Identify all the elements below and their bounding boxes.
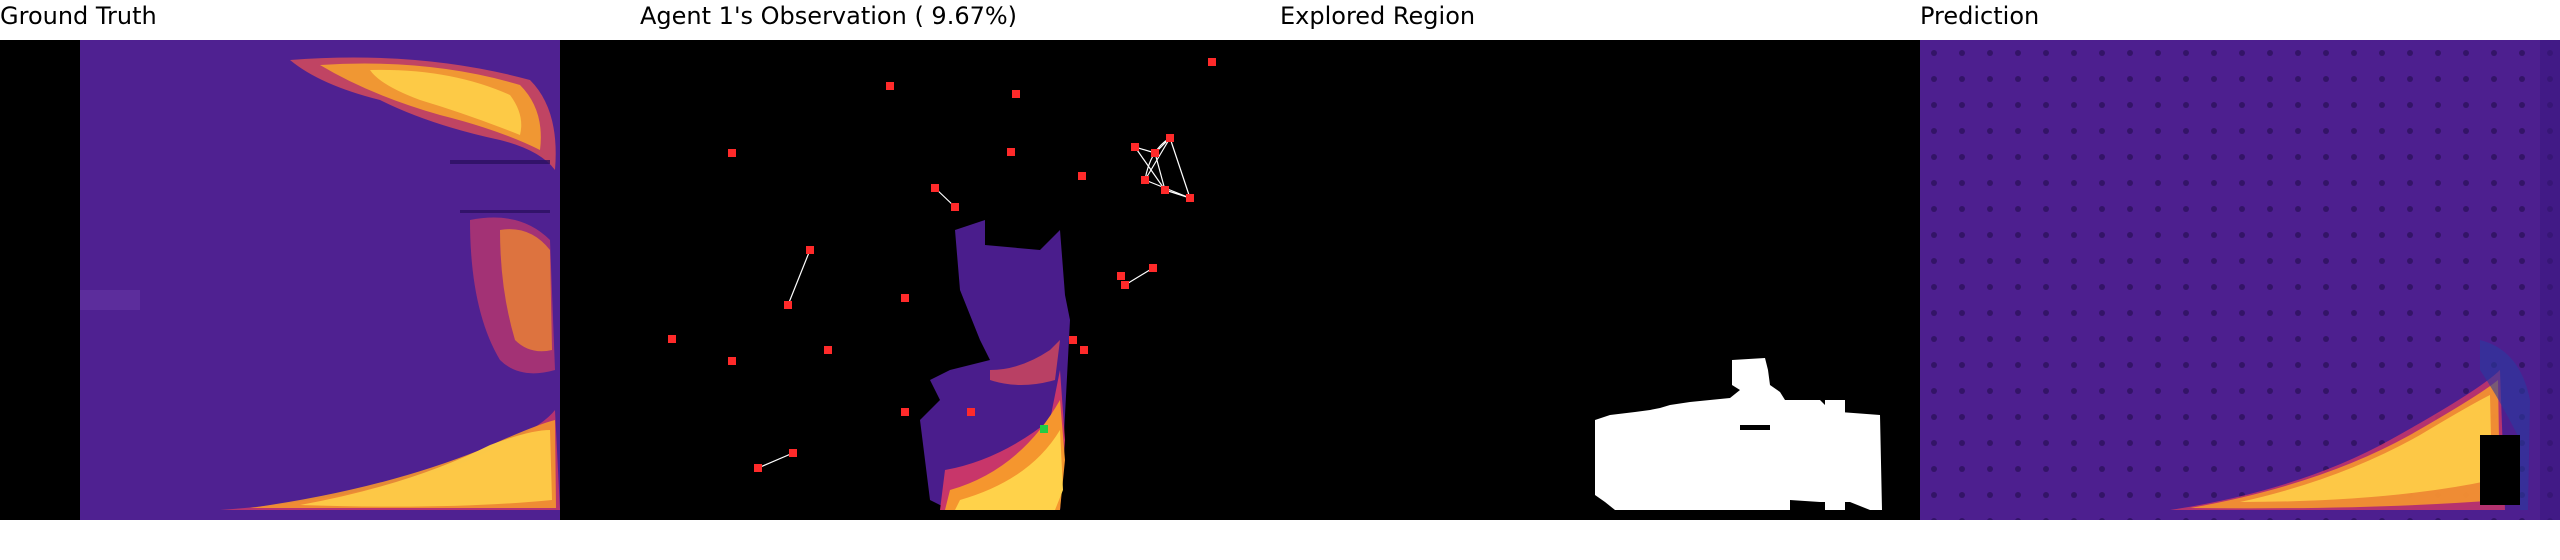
- agent-marker: [728, 149, 736, 157]
- self-agent-marker: [1040, 425, 1048, 433]
- agent-marker: [1131, 143, 1139, 151]
- agent-marker: [886, 82, 894, 90]
- agent-marker: [931, 184, 939, 192]
- agent-marker: [967, 408, 975, 416]
- agent-markers: [668, 58, 1216, 472]
- observed-heat-patch: [920, 220, 1070, 510]
- agent-marker: [1161, 186, 1169, 194]
- agent-marker: [824, 346, 832, 354]
- explored-panel: [1280, 40, 1920, 520]
- observation-map: [640, 40, 1280, 520]
- ground-truth-heatmap: [0, 40, 640, 520]
- agent-marker: [1078, 172, 1086, 180]
- agent-marker: [1121, 281, 1129, 289]
- agent-marker: [784, 301, 792, 309]
- prediction-title: Prediction: [1920, 2, 2040, 30]
- ground-truth-panel: [0, 40, 640, 520]
- prediction-heatmap: [1920, 40, 2560, 520]
- agent-marker: [728, 357, 736, 365]
- agent-marker: [1149, 264, 1157, 272]
- agent-marker: [668, 335, 676, 343]
- observation-panel: [640, 40, 1280, 520]
- agent-marker: [1012, 90, 1020, 98]
- agent-marker: [789, 449, 797, 457]
- agent-marker: [1151, 149, 1159, 157]
- observation-title: Agent 1's Observation ( 9.67%): [640, 2, 1018, 30]
- agent-marker: [1080, 346, 1088, 354]
- agent-marker: [1007, 148, 1015, 156]
- agent-marker: [754, 464, 762, 472]
- ground-truth-title: Ground Truth: [0, 2, 157, 30]
- prediction-panel: [1920, 40, 2560, 520]
- agent-marker: [901, 408, 909, 416]
- agent-marker: [1141, 176, 1149, 184]
- agent-marker: [1117, 272, 1125, 280]
- agent-marker: [1208, 58, 1216, 66]
- agent-marker: [1166, 134, 1174, 142]
- agent-marker: [806, 246, 814, 254]
- explored-mask: [1280, 40, 1920, 520]
- agent-marker: [901, 294, 909, 302]
- agent-marker: [1186, 194, 1194, 202]
- explored-title: Explored Region: [1280, 2, 1476, 30]
- agent-marker: [951, 203, 959, 211]
- agent-marker: [1069, 336, 1077, 344]
